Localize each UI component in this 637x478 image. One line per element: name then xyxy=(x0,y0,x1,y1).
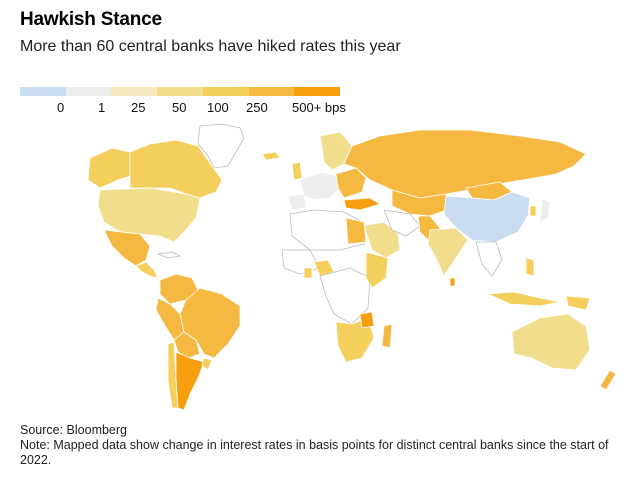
russia xyxy=(343,129,587,199)
japan xyxy=(539,197,551,223)
peru xyxy=(155,297,185,341)
legend-label-5: 250 xyxy=(246,100,268,115)
world-map xyxy=(87,123,617,411)
footer: Source: Bloomberg Note: Mapped data show… xyxy=(20,423,620,468)
legend-label-6: 500+ bps xyxy=(292,100,346,115)
legend-label-2: 25 xyxy=(131,100,146,115)
mexico xyxy=(103,229,151,267)
legend-label-0: 0 xyxy=(57,100,65,115)
china xyxy=(443,191,531,243)
western-europe xyxy=(299,171,341,201)
united-kingdom xyxy=(291,161,303,181)
sri-lanka xyxy=(449,277,456,287)
zimbabwe xyxy=(359,311,375,329)
iran xyxy=(383,209,421,237)
east-africa xyxy=(365,251,389,289)
legend-swatch-5 xyxy=(248,87,295,96)
legend-swatch-3 xyxy=(157,87,203,96)
legend-label-1: 1 xyxy=(98,100,106,115)
chart-title: Hawkish Stance xyxy=(20,9,162,30)
legend-labels: 0 1 25 50 100 250 500+ bps xyxy=(20,100,346,116)
iberia xyxy=(287,193,307,211)
chart-subtitle: More than 60 central banks have hiked ra… xyxy=(20,38,401,55)
color-legend: 0 1 25 50 100 250 500+ bps xyxy=(20,87,346,117)
ghana xyxy=(303,267,313,279)
caribbean xyxy=(157,251,181,259)
methodology-note: Note: Mapped data show change in interes… xyxy=(20,438,609,467)
saudi-arabia xyxy=(363,221,401,259)
north-africa xyxy=(289,209,365,251)
brazil xyxy=(179,287,241,359)
argentina xyxy=(175,351,205,411)
philippines xyxy=(525,257,535,277)
new-zealand xyxy=(599,369,617,391)
central-asia xyxy=(391,189,453,217)
legend-swatch-1 xyxy=(65,87,112,96)
greenland xyxy=(197,123,245,169)
madagascar xyxy=(381,323,393,349)
turkey xyxy=(343,197,381,211)
iceland xyxy=(261,151,281,161)
korea xyxy=(529,205,537,217)
source-note: Source: Bloomberg xyxy=(20,423,128,437)
legend-swatch-4 xyxy=(202,87,249,96)
scandinavia xyxy=(319,131,353,171)
legend-label-4: 100 xyxy=(207,100,229,115)
central-america xyxy=(135,261,159,279)
legend-swatch-6 xyxy=(294,87,341,96)
legend-label-3: 50 xyxy=(172,100,187,115)
legend-color-bar xyxy=(20,87,341,96)
uruguay xyxy=(201,357,213,371)
india xyxy=(427,227,469,277)
egypt xyxy=(345,217,367,245)
southern-africa xyxy=(335,317,375,363)
australia xyxy=(511,313,591,371)
alaska xyxy=(87,147,131,189)
papua-new-guinea xyxy=(565,295,591,311)
legend-swatch-0 xyxy=(20,87,66,96)
southeast-asia xyxy=(475,241,503,277)
united-states xyxy=(97,187,201,243)
bolivia xyxy=(173,331,201,359)
legend-swatch-2 xyxy=(111,87,158,96)
indonesia xyxy=(487,291,561,307)
